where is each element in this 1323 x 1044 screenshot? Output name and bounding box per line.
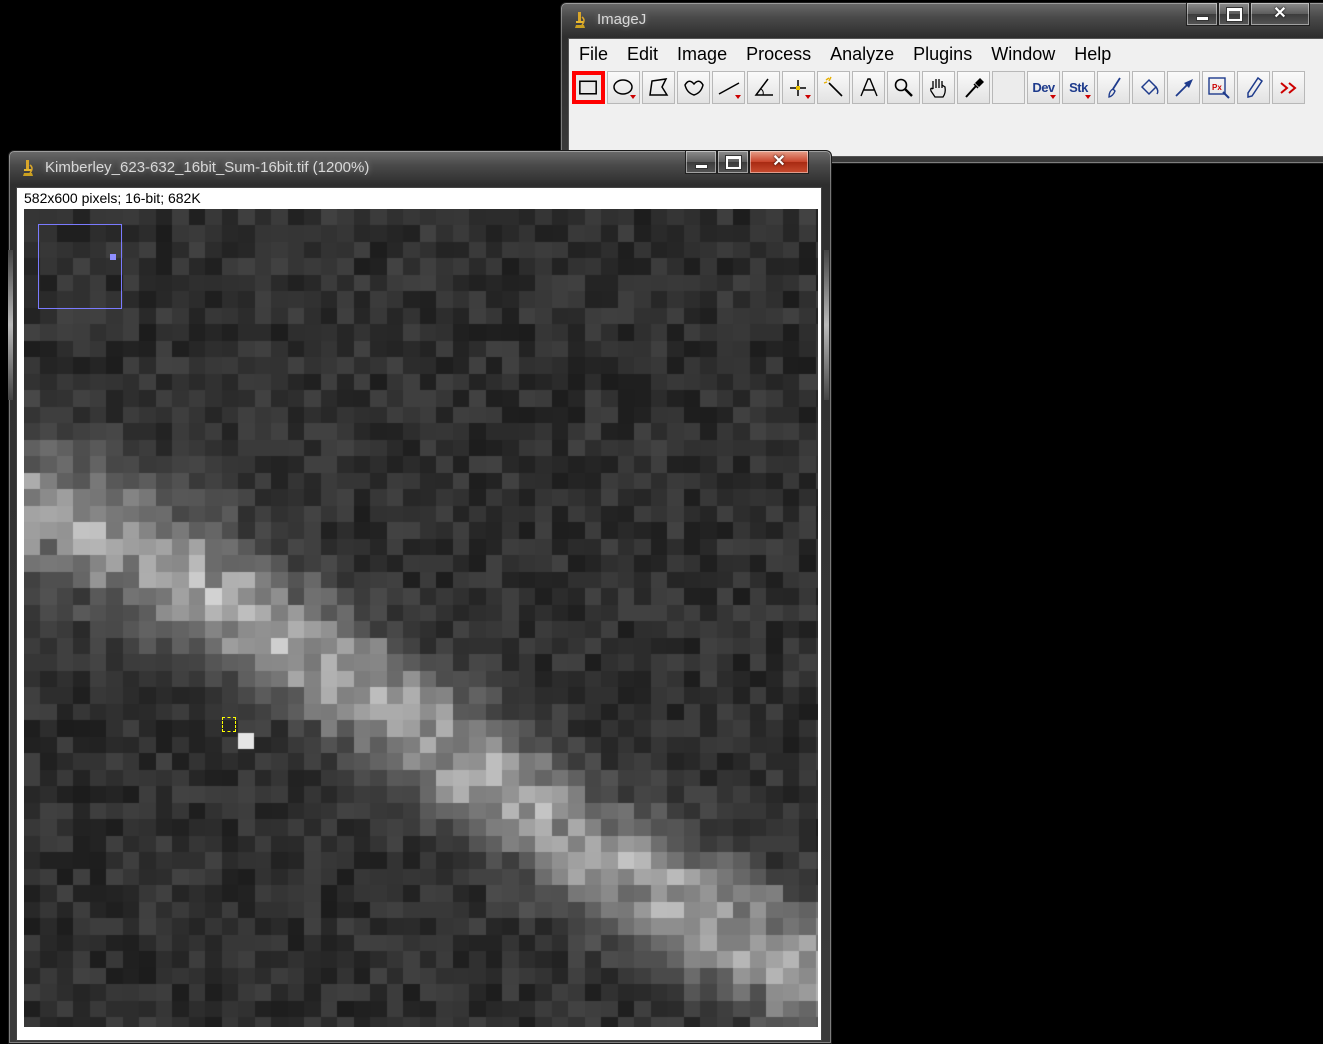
imagej-client-area: File Edit Image Process Analyze Plugins … — [568, 38, 1323, 157]
image-title: Kimberley_623-632_16bit_Sum-16bit.tif (1… — [45, 159, 370, 176]
menu-plugins[interactable]: Plugins — [913, 44, 973, 64]
pixel-inspector-tool-icon: Px — [1207, 76, 1230, 99]
menu-help[interactable]: Help — [1074, 44, 1112, 64]
close-button[interactable]: ✕ — [1250, 3, 1310, 26]
image-canvas[interactable] — [24, 209, 818, 1027]
oval-tool-button[interactable] — [607, 71, 640, 104]
arrow-tool-icon — [1174, 78, 1193, 97]
text-tool-icon — [859, 77, 878, 96]
minimize-icon — [695, 164, 707, 168]
right-edge-highlight — [824, 250, 829, 400]
image-maximize-button[interactable] — [717, 151, 749, 174]
stk-tool-button[interactable]: Stk — [1062, 71, 1095, 104]
svg-text:Px: Px — [1212, 83, 1222, 92]
close-icon: ✕ — [772, 153, 786, 170]
dev-tool-button[interactable]: Dev — [1027, 71, 1060, 104]
brush-tool-icon — [1107, 77, 1121, 98]
brush-tool-button[interactable] — [1097, 71, 1130, 104]
line-tool-button[interactable] — [712, 71, 745, 104]
point-tool-icon — [789, 79, 806, 96]
magnifier-tool-button[interactable] — [887, 71, 920, 104]
image-pixels[interactable] — [24, 209, 818, 1027]
angle-tool-icon — [754, 78, 773, 96]
stk-tool-label: Stk — [1069, 80, 1088, 95]
maximize-icon — [1226, 7, 1242, 21]
color-picker-tool-button[interactable] — [957, 71, 990, 104]
rectangle-tool-button[interactable] — [572, 71, 605, 104]
imagej-title: ImageJ — [597, 11, 647, 28]
arrow-tool-button[interactable] — [1167, 71, 1200, 104]
oval-tool-icon — [612, 78, 633, 95]
magnifier-tool-icon — [894, 78, 913, 97]
selection-roi[interactable] — [222, 717, 236, 732]
menu-file[interactable]: File — [579, 44, 609, 64]
menu-window[interactable]: Window — [991, 44, 1056, 64]
left-edge-highlight — [8, 250, 13, 400]
hand-tool-icon — [929, 78, 946, 98]
image-client-area: 582x600 pixels; 16-bit; 682K — [16, 187, 822, 1041]
pencil-tool-icon — [1246, 76, 1263, 98]
maximize-button[interactable] — [1218, 3, 1250, 26]
more-tools-button[interactable] — [1272, 71, 1305, 104]
microscope-icon — [23, 160, 33, 176]
close-icon: ✕ — [1273, 5, 1287, 22]
angle-tool-button[interactable] — [747, 71, 780, 104]
flood-fill-tool-button[interactable] — [1132, 71, 1165, 104]
more-tools-icon — [1279, 81, 1297, 94]
microscope-icon — [575, 12, 585, 28]
maximize-icon — [725, 155, 741, 169]
navigation-overview-rect — [38, 224, 122, 309]
color-picker-tool-icon — [964, 77, 984, 98]
wand-tool-icon — [823, 76, 843, 97]
image-info: 582x600 pixels; 16-bit; 682K — [24, 190, 201, 206]
imagej-main-window: ImageJ ✕ File Edit Image Process Analyze… — [560, 2, 1323, 164]
menu-bar: File Edit Image Process Analyze Plugins … — [569, 39, 1120, 69]
wand-tool-button[interactable] — [817, 71, 850, 104]
hand-tool-button[interactable] — [922, 71, 955, 104]
pixel-inspector-tool-button[interactable]: Px — [1202, 71, 1235, 104]
image-minimize-button[interactable] — [685, 151, 717, 174]
rectangle-tool-icon — [579, 80, 597, 95]
freehand-tool-icon — [683, 80, 704, 96]
flood-fill-tool-icon — [1140, 78, 1159, 95]
blank-tool-slot — [992, 71, 1025, 104]
polygon-tool-icon — [648, 77, 668, 96]
image-titlebar[interactable]: Kimberley_623-632_16bit_Sum-16bit.tif (1… — [9, 151, 831, 185]
freehand-tool-button[interactable] — [677, 71, 710, 104]
navigation-position-marker — [110, 254, 116, 260]
image-close-button[interactable]: ✕ — [749, 151, 809, 174]
minimize-button[interactable] — [1186, 3, 1218, 26]
menu-edit[interactable]: Edit — [627, 44, 659, 64]
text-tool-button[interactable] — [852, 71, 885, 104]
menu-process[interactable]: Process — [746, 44, 812, 64]
imagej-titlebar[interactable]: ImageJ ✕ — [561, 3, 1323, 37]
dev-tool-label: Dev — [1032, 80, 1055, 95]
minimize-icon — [1196, 16, 1208, 20]
menu-analyze[interactable]: Analyze — [830, 44, 895, 64]
image-window: Kimberley_623-632_16bit_Sum-16bit.tif (1… — [8, 150, 832, 1044]
pencil-tool-button[interactable] — [1237, 71, 1270, 104]
menu-image[interactable]: Image — [677, 44, 728, 64]
polygon-tool-button[interactable] — [642, 71, 675, 104]
tool-bar: Dev Stk Px — [572, 71, 1307, 105]
line-tool-icon — [718, 81, 739, 95]
point-tool-button[interactable] — [782, 71, 815, 104]
